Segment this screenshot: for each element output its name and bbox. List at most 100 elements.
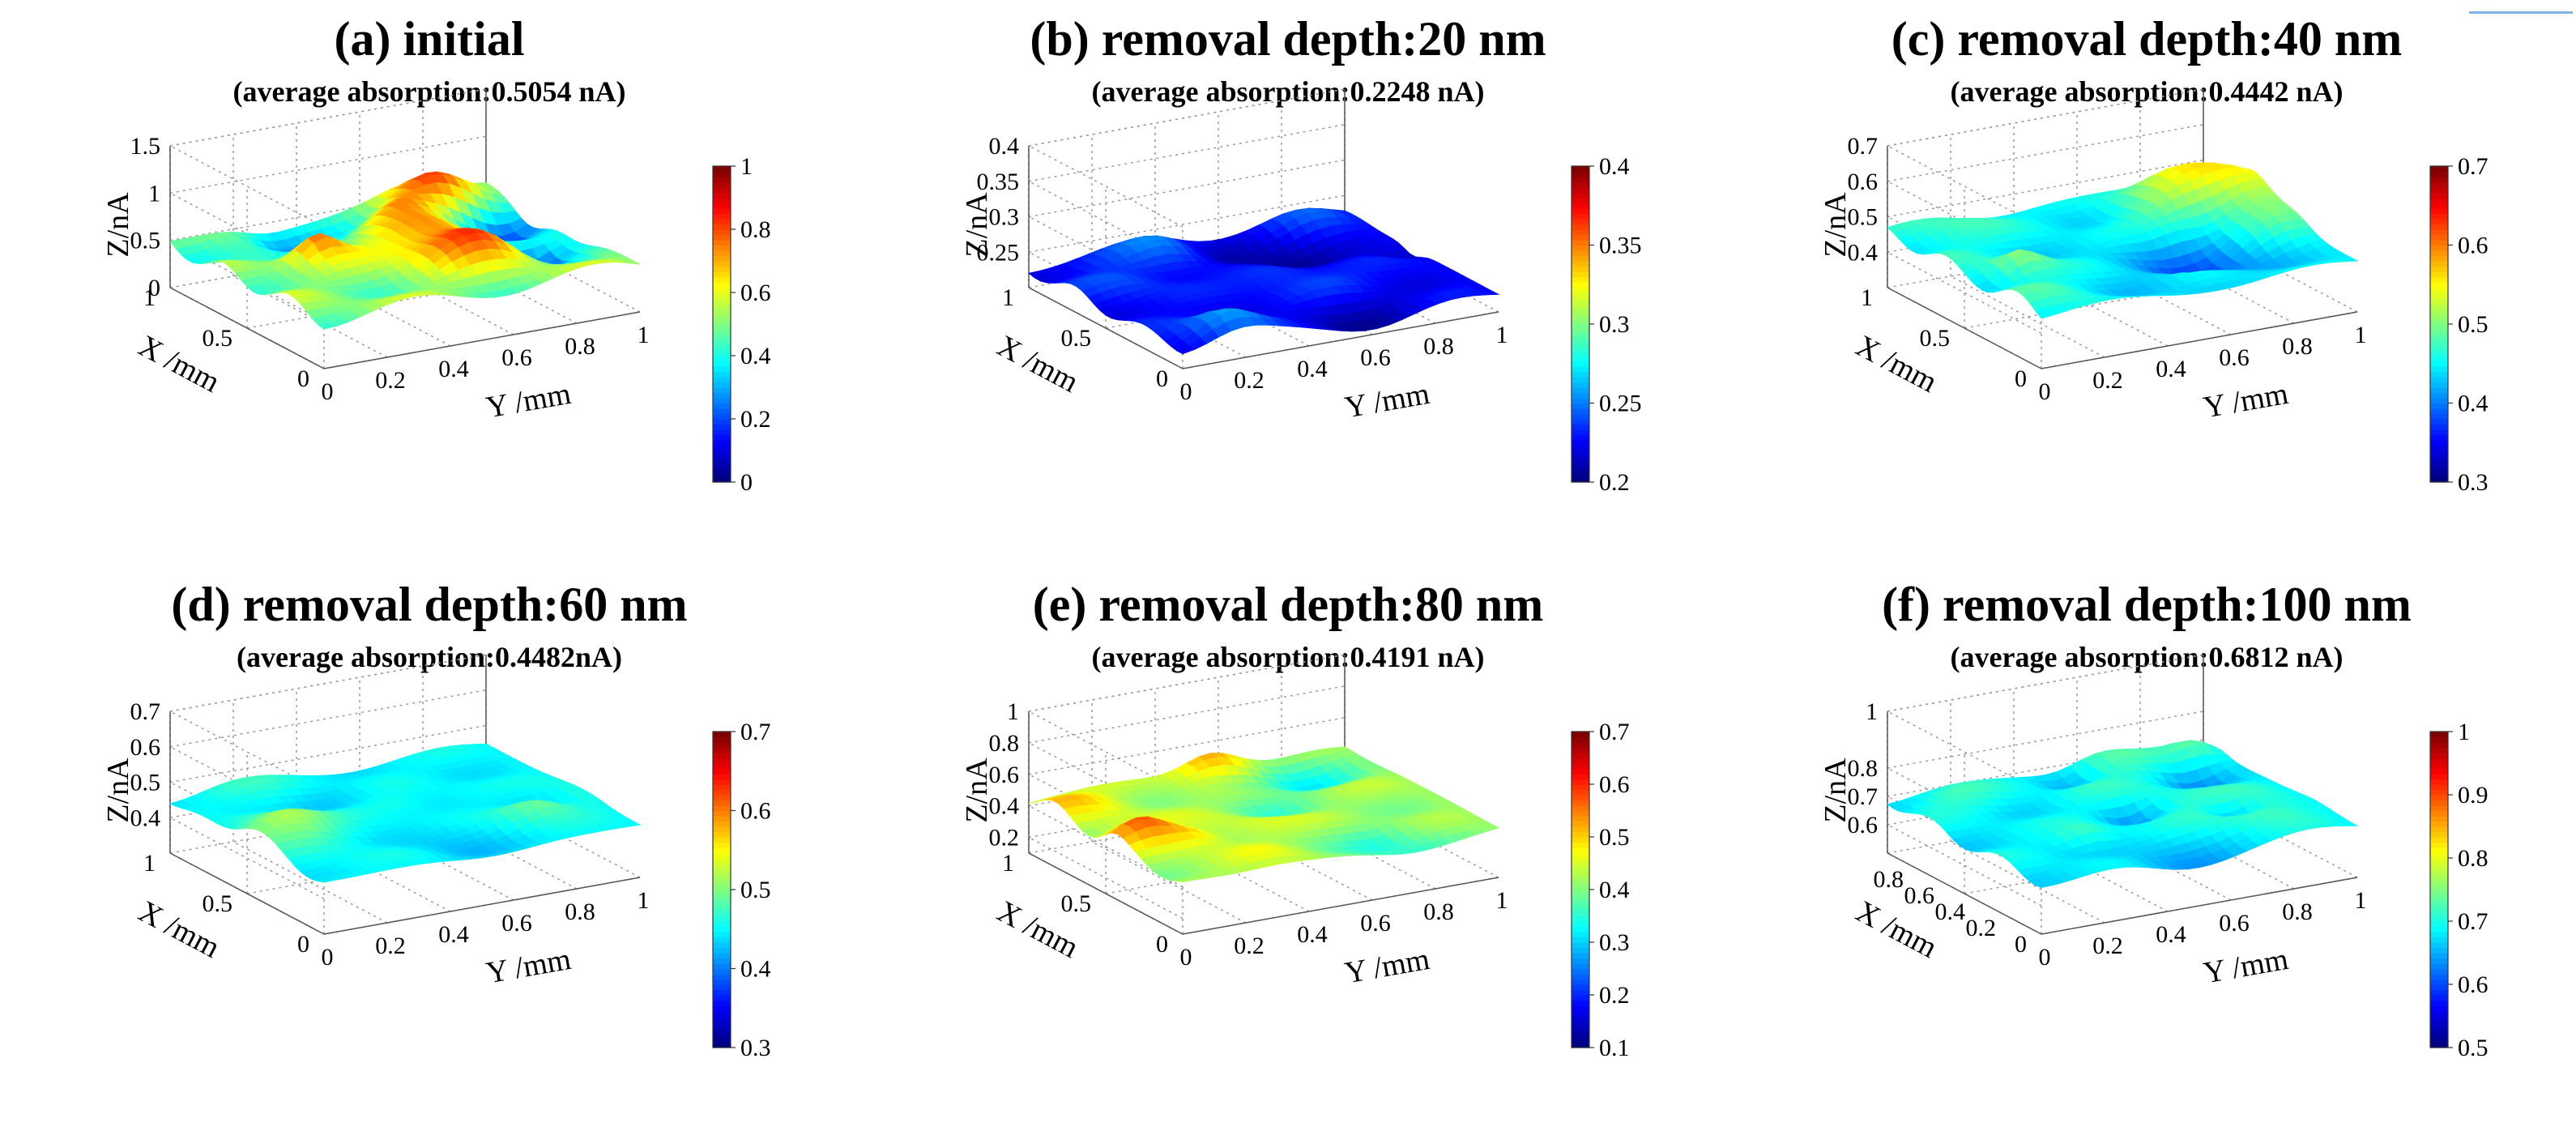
colorbar-segment <box>713 292 731 299</box>
colorbar-segment <box>1572 911 1589 917</box>
colorbar-segment <box>2430 181 2448 188</box>
colorbar-segment <box>2430 810 2448 817</box>
panel-a: (a) initial (average absorption:0.5054 n… <box>0 0 859 566</box>
colorbar-segment <box>713 198 731 204</box>
colorbar-segment <box>1572 837 1589 843</box>
colorbar-segment <box>713 203 731 209</box>
colorbar-segment <box>1572 203 1589 209</box>
colorbar-segment <box>2430 1042 2448 1048</box>
colorbar-segment <box>713 1016 731 1022</box>
colorbar-segment <box>2430 466 2448 472</box>
colorbar-tick-label: 0.5 <box>740 877 771 903</box>
colorbar-segment <box>713 429 731 436</box>
colorbar-segment <box>1572 382 1589 388</box>
colorbar-segment <box>1572 979 1589 985</box>
colorbar-segment <box>1572 1000 1589 1006</box>
colorbar-segment <box>1572 266 1589 272</box>
colorbar-tick-label: 0.2 <box>1599 469 1630 496</box>
y-axis-label: Y /mm <box>2201 377 2291 425</box>
colorbar-segment <box>2430 314 2448 320</box>
colorbar-segment <box>2430 250 2448 257</box>
colorbar-segment <box>2430 989 2448 996</box>
colorbar-segment <box>1572 303 1589 309</box>
colorbar-segment <box>2430 947 2448 954</box>
colorbar-tick-label: 0.8 <box>2458 845 2489 872</box>
colorbar-segment <box>2430 382 2448 388</box>
panel-title: (c) removal depth:40 nm <box>1891 12 2403 66</box>
panel-subtitle: (average absorption:0.6812 nA) <box>1950 641 2344 673</box>
colorbar-segment <box>2430 339 2448 346</box>
colorbar-segment <box>2430 234 2448 241</box>
colorbar-segment <box>713 361 731 367</box>
colorbar-segment <box>713 774 731 780</box>
colorbar: 0.50.60.70.80.91 <box>2429 719 2489 1061</box>
colorbar-segment <box>1572 240 1589 246</box>
colorbar-segment <box>1572 863 1589 869</box>
colorbar-segment <box>713 419 731 425</box>
colorbar-tick-label: 0.7 <box>2458 153 2489 180</box>
colorbar-segment <box>713 995 731 1001</box>
surface-facet <box>1479 824 1500 832</box>
colorbar-segment <box>2430 398 2448 404</box>
colorbar-segment <box>1572 937 1589 943</box>
colorbar-segment <box>1572 753 1589 759</box>
colorbar-segment <box>2430 905 2448 911</box>
y-tick-label: 1 <box>1496 887 1508 914</box>
colorbar-segment <box>713 884 731 890</box>
colorbar-segment <box>713 763 731 770</box>
colorbar-segment <box>713 166 731 173</box>
surface-plot-d: 0.40.50.60.700.510 0.2 0.4 0.6 0.8 1X /mmY /m… <box>101 654 771 1061</box>
colorbar-segment <box>1572 847 1589 854</box>
colorbar-segment <box>713 461 731 467</box>
colorbar-segment <box>1572 434 1589 441</box>
colorbar-segment <box>713 318 731 325</box>
colorbar-segment <box>1572 816 1589 822</box>
colorbar-segment <box>1572 371 1589 378</box>
y-tick-label: 1 <box>2355 322 2367 348</box>
y-tick-label: 0 <box>322 944 334 971</box>
colorbar-segment <box>713 963 731 970</box>
surface-plot-c: 0.40.50.60.700.510 0.2 0.4 0.6 0.8 1X /mmY /m… <box>1819 88 2489 496</box>
colorbar-segment <box>1572 455 1589 462</box>
x-tick-label: 1 <box>1002 284 1014 311</box>
y-tick-label: 0 <box>322 378 334 405</box>
colorbar-segment <box>2430 166 2448 173</box>
panel-subtitle: (average absorption:0.4482nA) <box>237 641 622 673</box>
colorbar-segment <box>713 224 731 230</box>
colorbar-segment <box>1572 852 1589 859</box>
colorbar-segment <box>1572 403 1589 409</box>
colorbar-segment <box>713 784 731 791</box>
surface-facet <box>1479 291 1500 296</box>
z-axis-label: Z/nA <box>101 758 135 823</box>
colorbar-segment <box>713 894 731 901</box>
y-tick-label: 1 <box>1496 322 1508 348</box>
colorbar-segment <box>1572 424 1589 430</box>
colorbar-segment <box>1572 450 1589 457</box>
panel-subtitle: (average absorption:0.5054 nA) <box>232 75 626 108</box>
colorbar-segment <box>713 392 731 399</box>
colorbar-segment <box>2430 1005 2448 1012</box>
colorbar-segment <box>2430 763 2448 770</box>
colorbar-segment <box>2430 774 2448 780</box>
colorbar-segment <box>2430 429 2448 436</box>
colorbar-segment <box>713 266 731 272</box>
colorbar-segment <box>2430 732 2448 738</box>
colorbar-tick-label: 0.4 <box>740 343 771 369</box>
colorbar-segment <box>2430 266 2448 272</box>
colorbar-tick-label: 0.6 <box>1599 771 1630 798</box>
colorbar-segment <box>713 826 731 833</box>
z-tick-label: 0.7 <box>1848 133 1879 160</box>
colorbar-segment <box>2430 219 2448 225</box>
colorbar-segment <box>713 810 731 817</box>
colorbar-segment <box>713 932 731 938</box>
z-tick-label: 0.25 <box>977 239 1020 266</box>
x-tick-label: 0.6 <box>1904 882 1935 909</box>
colorbar-segment <box>2430 984 2448 991</box>
colorbar-segment <box>2430 335 2448 341</box>
colorbar-segment <box>713 229 731 236</box>
colorbar-segment <box>713 261 731 267</box>
colorbar-segment <box>2430 900 2448 907</box>
colorbar-segment <box>2430 1010 2448 1017</box>
